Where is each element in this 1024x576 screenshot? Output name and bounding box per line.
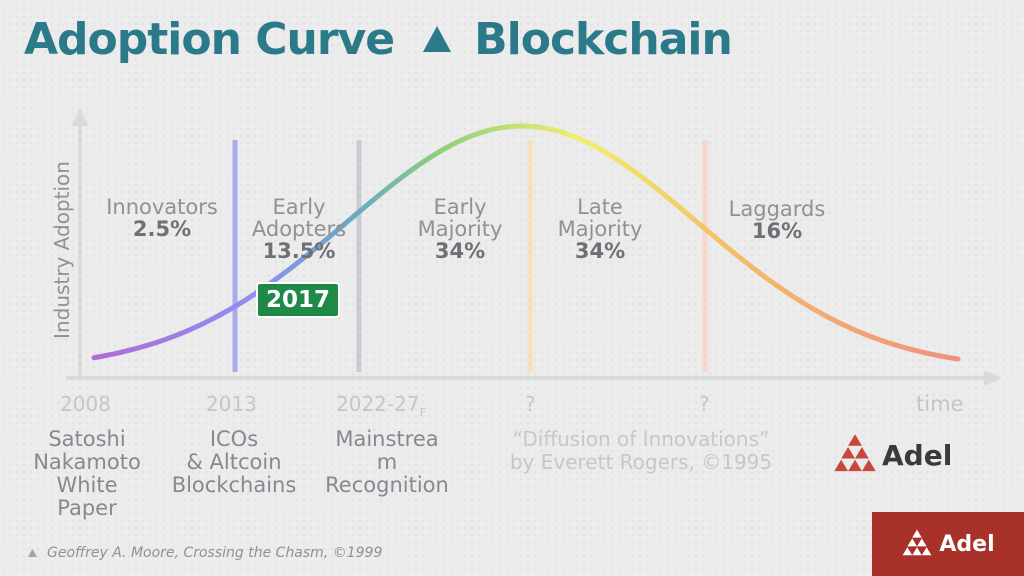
segment-name: Late [577, 195, 623, 219]
segment-early-majority: Early Majority 34% [400, 196, 520, 262]
logo-name: Adel [882, 438, 953, 472]
milestone-line: Satoshi [48, 427, 126, 451]
milestone-line: & Altcoin [186, 450, 282, 474]
milestone-whitepaper: Satoshi Nakamoto White Paper [22, 428, 152, 520]
segment-late-majority: Late Majority 34% [540, 196, 660, 262]
adel-logo: Adel [832, 432, 952, 478]
y-axis-arrow-icon [72, 108, 88, 126]
milestone-line: Paper [57, 496, 117, 520]
current-year-marker: 2017 [256, 282, 340, 318]
segment-name: Early [433, 195, 487, 219]
citation-line: “Diffusion of Innovations” [512, 427, 770, 451]
logo-name: Adel [939, 531, 995, 557]
triangle-icon [28, 549, 37, 557]
title-right: Blockchain [474, 14, 733, 65]
adel-logo-banner: Adel [872, 512, 1024, 576]
year-label: ? [525, 392, 536, 416]
page-title: Adoption Curve Blockchain [24, 14, 733, 65]
bell-curve [91, 123, 961, 362]
milestone-line: m [376, 450, 398, 474]
y-axis-label: Industry Adoption [50, 161, 74, 339]
milestone-line: Recognition [325, 473, 449, 497]
milestone-line: Blockchains [171, 473, 297, 497]
milestone-line: ICOs [209, 427, 259, 451]
segment-name-line2: Majority [417, 217, 503, 241]
year-label-text: 2022-27 [336, 392, 420, 416]
milestone-line: White [56, 473, 118, 497]
triangle-icon [423, 26, 452, 52]
segment-name: Early [272, 195, 326, 219]
x-axis-arrow-icon [984, 370, 1002, 386]
segment-name-line2: Majority [557, 217, 643, 241]
milestone-line: Mainstrea [335, 427, 439, 451]
segment-laggards: Laggards 16% [712, 198, 842, 242]
milestone-icos: ICOs & Altcoin Blockchains [164, 428, 304, 497]
year-label: 2022-27F [336, 392, 426, 419]
year-label: ? [699, 392, 710, 416]
segment-pct: 34% [574, 239, 626, 263]
citation-line: by Everett Rogers, ©1995 [509, 450, 773, 474]
year-label: 2008 [60, 392, 111, 416]
adel-logo-icon [902, 529, 932, 556]
footnote: Geoffrey A. Moore, Crossing the Chasm, ©… [28, 545, 382, 561]
year-label: 2013 [206, 392, 257, 416]
segment-name: Laggards [728, 197, 826, 221]
footnote-text: Geoffrey A. Moore, Crossing the Chasm, ©… [47, 545, 383, 561]
year-subscript: F [419, 406, 426, 419]
segment-pct: 2.5% [132, 217, 192, 241]
segment-pct: 16% [751, 219, 803, 243]
x-axis-label: time [916, 392, 964, 416]
rogers-citation: “Diffusion of Innovations” by Everett Ro… [486, 428, 796, 474]
milestone-line: Nakamoto [33, 450, 141, 474]
segment-innovators: Innovators 2.5% [92, 196, 232, 240]
segment-name: Innovators [106, 195, 218, 219]
segment-name-line2: Adopters [251, 217, 347, 241]
adel-logo-icon [834, 434, 876, 472]
segment-early-adopters: Early Adopters 13.5% [239, 196, 359, 262]
title-left: Adoption Curve [24, 14, 395, 65]
segment-pct: 13.5% [262, 239, 336, 263]
segment-pct: 34% [434, 239, 486, 263]
milestone-mainstream: Mainstrea m Recognition [316, 428, 458, 497]
